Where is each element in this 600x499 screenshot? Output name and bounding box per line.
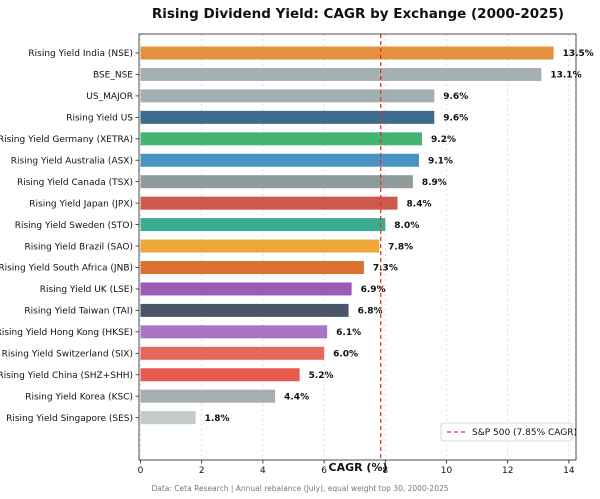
category-label: Rising Yield UK (LSE) [40, 285, 133, 295]
bar [140, 411, 196, 425]
bar [140, 303, 349, 317]
value-label: 8.9% [422, 178, 447, 188]
x-tick-label: 14 [563, 466, 575, 476]
value-labels: 13.5% 13.1% 9.6% 9.6% 9.2% 9.1% 8.9% 8.4% 8.0% 7.… [205, 49, 594, 424]
category-label: Rising Yield Korea (KSC) [25, 392, 133, 402]
bar [140, 67, 542, 81]
category-label: Rising Yield Canada (TSX) [17, 178, 133, 188]
value-label: 6.0% [333, 350, 358, 360]
x-tick-label: 4 [260, 466, 266, 476]
value-label: 9.2% [431, 135, 456, 145]
category-label: US_MAJOR [86, 92, 133, 102]
category-label: Rising Yield Singapore (SES) [6, 414, 133, 424]
x-tick-label: 10 [441, 466, 453, 476]
value-label: 9.6% [443, 114, 468, 124]
bar [140, 132, 423, 146]
category-label: Rising Yield Hong Kong (HKSE) [0, 328, 133, 338]
category-label: Rising Yield Brazil (SAO) [25, 242, 133, 252]
bar [140, 46, 554, 60]
legend: S&P 500 (7.85% CAGR) [440, 422, 577, 442]
bar [140, 239, 380, 253]
category-label: Rising Yield Japan (JPX) [29, 199, 133, 209]
legend-box [440, 422, 573, 442]
category-labels: Rising Yield India (NSE) BSE_NSE US_MAJOR R… [0, 49, 139, 424]
x-tick-label: 6 [321, 466, 327, 476]
bar [140, 282, 352, 296]
category-label: Rising Yield Australia (ASX) [11, 156, 133, 166]
value-label: 1.8% [205, 414, 230, 424]
value-label: 4.4% [284, 392, 309, 402]
x-tick-label: 0 [138, 466, 144, 476]
value-label: 13.5% [563, 49, 594, 59]
category-label: Rising Yield Switzerland (SIX) [2, 350, 133, 360]
value-label: 7.8% [388, 242, 413, 252]
bar [140, 325, 328, 339]
bar [140, 110, 435, 124]
category-label: Rising Yield China (SHZ+SHH) [0, 371, 133, 381]
legend-label: S&P 500 (7.85% CAGR) [472, 428, 577, 438]
value-label: 7.3% [373, 264, 398, 274]
bars [140, 46, 554, 425]
chart-title: Rising Dividend Yield: CAGR by Exchange … [152, 6, 564, 22]
bar [140, 261, 364, 274]
value-label: 6.1% [336, 328, 361, 338]
bar [140, 346, 325, 360]
bar [140, 389, 276, 403]
category-label: Rising Yield US [66, 114, 133, 124]
plot-frame [138, 33, 577, 461]
value-label: 5.2% [309, 371, 334, 381]
grid [140, 34, 570, 460]
x-axis-title: CAGR (%) [329, 461, 388, 474]
value-label: 6.8% [358, 307, 383, 317]
value-label: 6.9% [361, 285, 386, 295]
x-tick-label: 12 [502, 466, 513, 476]
bar [140, 175, 413, 189]
category-label: BSE_NSE [93, 71, 133, 81]
bar [140, 196, 398, 210]
value-label: 8.4% [407, 199, 432, 209]
category-label: Rising Yield Sweden (STO) [15, 221, 133, 231]
category-label: Rising Yield India (NSE) [28, 49, 133, 59]
bar [140, 218, 386, 232]
footer-note: Data: Ceta Research | Annual rebalance (… [151, 484, 448, 493]
bar [140, 368, 300, 382]
value-label: 13.1% [550, 71, 581, 81]
value-label: 9.6% [443, 92, 468, 102]
value-label: 8.0% [394, 221, 419, 231]
bar [140, 153, 419, 167]
category-label: Rising Yield Germany (XETRA) [0, 135, 133, 145]
category-label: Rising Yield South Africa (JNB) [0, 264, 133, 274]
x-tick-label: 8 [382, 466, 388, 476]
value-label: 9.1% [428, 156, 453, 166]
bar [140, 89, 435, 103]
x-tick-label: 2 [199, 466, 205, 476]
category-label: Rising Yield Taiwan (TAI) [24, 307, 133, 317]
x-ticks: 0 2 4 6 8 10 12 14 [138, 460, 575, 476]
